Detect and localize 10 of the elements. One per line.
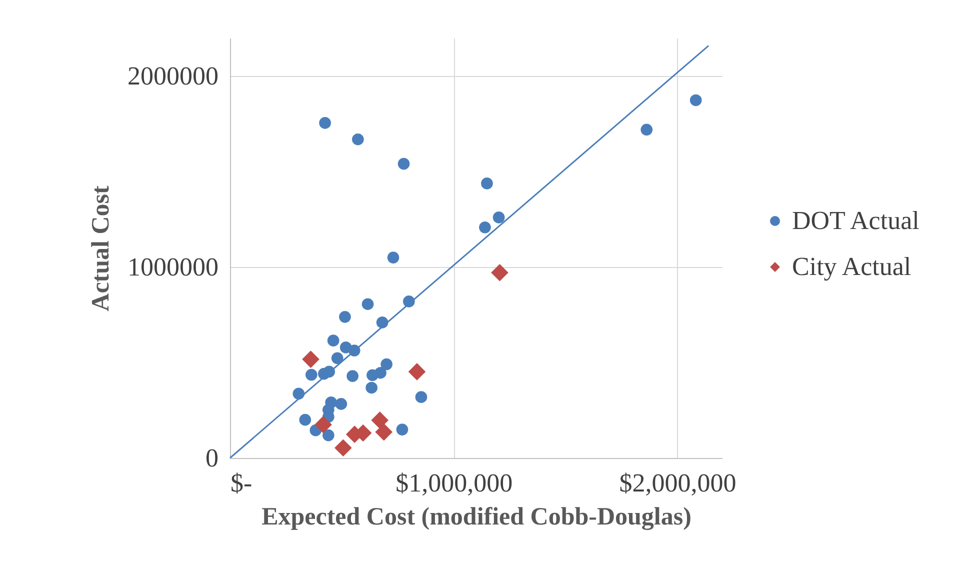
y-axis-title: Actual Cost: [88, 184, 114, 312]
y-tick-label: 0: [206, 444, 218, 472]
legend-label: DOT Actual: [792, 206, 920, 235]
x-tick-label: $-: [230, 468, 252, 498]
y-tick-label: 2000000: [128, 62, 218, 91]
y-tick-label: 1000000: [128, 252, 218, 282]
legend-label: City Actual: [792, 252, 912, 281]
x-tick-label: $1,000,000: [396, 468, 513, 498]
x-axis-title: Expected Cost (modified Cobb-Douglas): [262, 504, 692, 530]
x-tick-label: $2,000,000: [619, 468, 736, 498]
